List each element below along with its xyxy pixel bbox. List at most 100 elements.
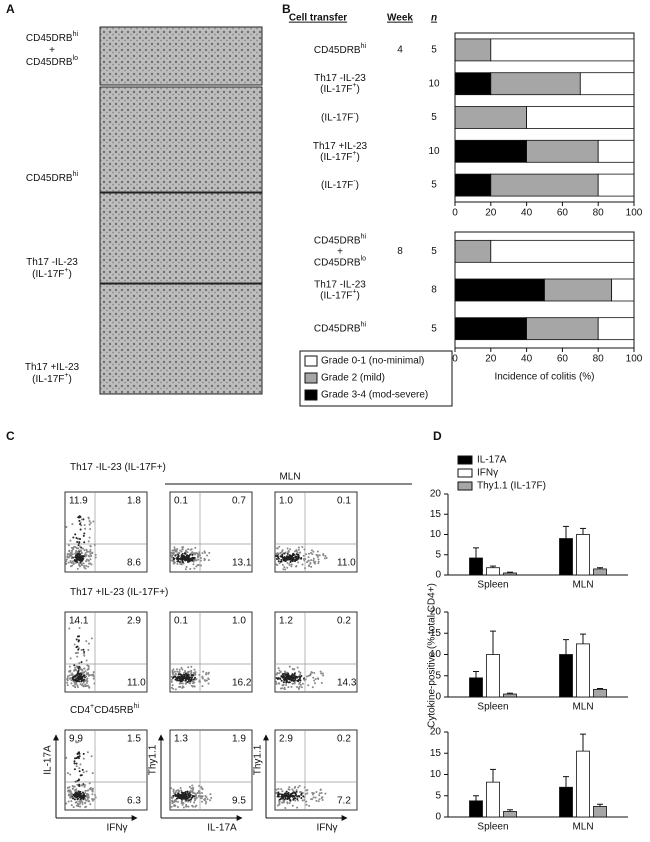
event-dot bbox=[89, 544, 92, 547]
event-dot bbox=[176, 795, 179, 798]
x-tick-label: 100 bbox=[626, 354, 643, 365]
quadrant-value: 1.8 bbox=[127, 496, 141, 507]
event-dot bbox=[192, 788, 195, 791]
column-header: n bbox=[431, 13, 437, 24]
event-dot bbox=[172, 790, 175, 793]
event-dot bbox=[70, 679, 73, 682]
event-dot bbox=[176, 806, 179, 809]
event-dot bbox=[324, 555, 327, 558]
superscript: + bbox=[352, 289, 356, 296]
event-dot bbox=[298, 670, 301, 673]
event-dot bbox=[297, 680, 300, 683]
event-dot bbox=[79, 537, 82, 540]
event-dot bbox=[189, 679, 192, 682]
event-dot bbox=[286, 673, 289, 676]
event-dot bbox=[176, 679, 179, 682]
event-dot bbox=[83, 785, 86, 788]
event-dot bbox=[177, 560, 180, 563]
event-dot bbox=[286, 802, 289, 805]
event-dot bbox=[208, 551, 211, 554]
event-dot bbox=[77, 667, 80, 670]
event-dot bbox=[83, 564, 86, 567]
event-dot bbox=[275, 682, 278, 685]
event-dot bbox=[171, 673, 174, 676]
event-dot bbox=[192, 563, 195, 566]
bar bbox=[469, 677, 483, 698]
event-dot bbox=[67, 556, 70, 559]
event-dot bbox=[73, 768, 76, 771]
event-dot bbox=[318, 792, 321, 795]
event-dot bbox=[294, 678, 297, 681]
event-dot bbox=[80, 661, 83, 664]
event-dot bbox=[80, 524, 83, 527]
event-dot bbox=[87, 674, 90, 677]
event-dot bbox=[81, 683, 84, 686]
event-dot bbox=[179, 562, 182, 565]
event-dot bbox=[76, 556, 79, 559]
event-dot bbox=[90, 563, 93, 566]
event-dot bbox=[276, 804, 279, 807]
event-dot bbox=[82, 685, 85, 688]
event-dot bbox=[320, 672, 323, 675]
row-label: CD45DRBlo bbox=[314, 256, 366, 268]
event-dot bbox=[291, 795, 294, 798]
x-axis-label: Incidence of colitis (%) bbox=[494, 372, 594, 383]
event-dot bbox=[84, 670, 87, 673]
bar-segment bbox=[454, 278, 545, 302]
flow-plot: 11.9 1.8 8.6 bbox=[64, 491, 148, 573]
event-dot bbox=[299, 671, 302, 674]
event-dot bbox=[187, 800, 190, 803]
event-dot bbox=[78, 550, 81, 553]
bar bbox=[559, 538, 573, 576]
event-dot bbox=[71, 788, 74, 791]
y-tick-label: 0 bbox=[435, 692, 441, 703]
event-dot bbox=[90, 637, 93, 640]
event-dot bbox=[277, 787, 280, 790]
event-dot bbox=[86, 550, 89, 553]
event-dot bbox=[74, 533, 77, 536]
event-dot bbox=[312, 557, 315, 560]
event-dot bbox=[181, 552, 184, 555]
event-dot bbox=[82, 678, 85, 681]
event-dot bbox=[73, 785, 76, 788]
event-dot bbox=[75, 559, 78, 562]
event-dot bbox=[295, 790, 298, 793]
event-dot bbox=[77, 751, 80, 754]
event-dot bbox=[189, 800, 192, 803]
event-dot bbox=[80, 562, 83, 565]
y-axis-label: IL-17A bbox=[43, 745, 54, 775]
event-dot bbox=[171, 551, 174, 554]
event-dot bbox=[182, 676, 185, 679]
event-dot bbox=[298, 685, 301, 688]
event-dot bbox=[282, 684, 285, 687]
text-part: CD45RB bbox=[94, 705, 134, 716]
event-dot bbox=[176, 562, 179, 565]
event-dot bbox=[87, 648, 90, 651]
event-dot bbox=[193, 673, 196, 676]
x-axis-label: IL-17A bbox=[207, 823, 237, 834]
plot-frame bbox=[454, 231, 635, 349]
event-dot bbox=[209, 793, 212, 796]
event-dot bbox=[194, 546, 197, 549]
event-dot bbox=[278, 672, 281, 675]
event-dot bbox=[201, 800, 204, 803]
event-dot bbox=[72, 548, 75, 551]
event-dot bbox=[184, 800, 187, 803]
event-dot bbox=[316, 677, 319, 680]
event-dot bbox=[77, 794, 80, 797]
event-dot bbox=[204, 551, 207, 554]
event-dot bbox=[203, 798, 206, 801]
event-dot bbox=[181, 546, 184, 549]
event-dot bbox=[322, 674, 325, 677]
flow-plot: 14.1 2.9 11.0 bbox=[64, 611, 148, 693]
legend-swatch bbox=[457, 481, 473, 491]
event-dot bbox=[69, 539, 72, 542]
event-dot bbox=[321, 672, 324, 675]
event-dot bbox=[78, 565, 81, 568]
event-dot bbox=[322, 554, 325, 557]
event-dot bbox=[276, 547, 279, 550]
y-tick-label: 5 bbox=[435, 670, 441, 681]
quadrant-value: 0.7 bbox=[232, 496, 246, 507]
event-dot bbox=[87, 642, 90, 645]
event-dot bbox=[66, 772, 69, 775]
